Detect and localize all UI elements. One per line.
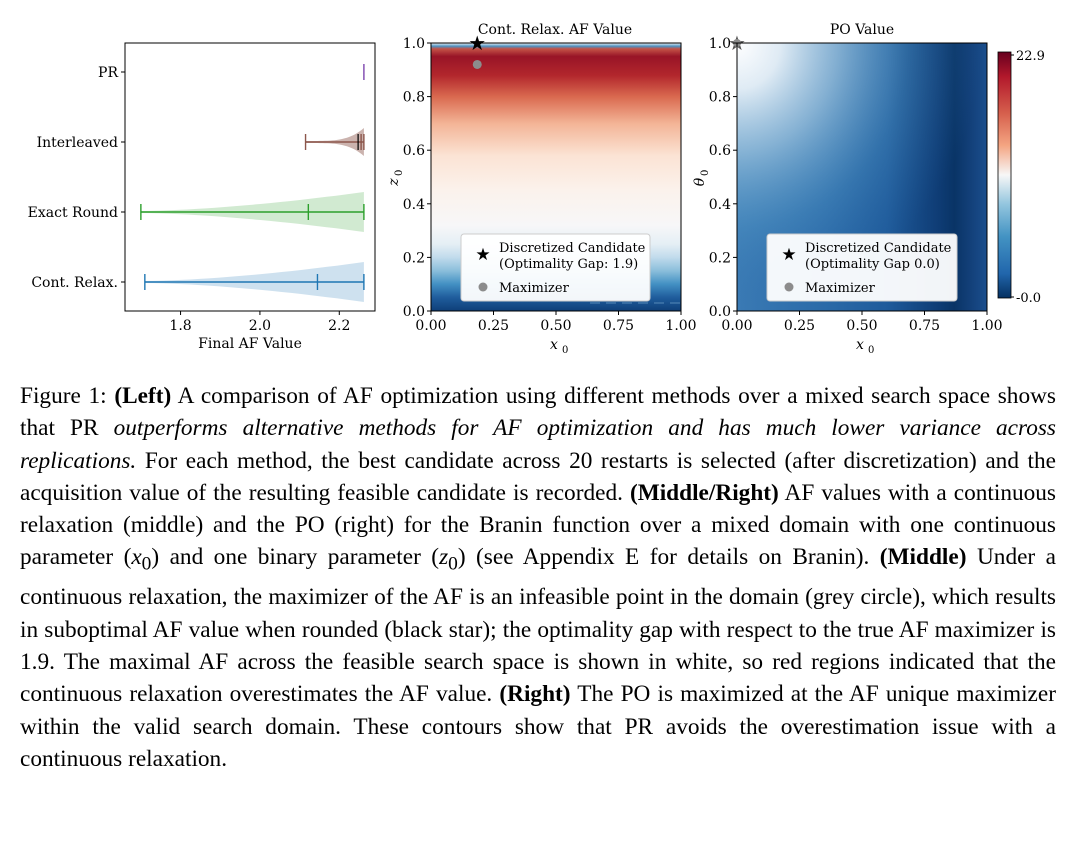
po-colorbar: 22.9 -0.0 <box>997 49 1045 306</box>
x-tick-label: 0.25 <box>478 318 509 334</box>
y-tick-label: 0.8 <box>403 90 425 106</box>
x-tick-label: 0.00 <box>721 318 752 334</box>
x-axis-label: Final AF Value <box>198 336 302 352</box>
x-axis-label: x <box>856 337 864 353</box>
colorbar-min-label: -0.0 <box>1016 291 1041 306</box>
caption-left-tag: (Left) <box>114 383 172 409</box>
legend-maximizer-label: Maximizer <box>805 281 876 296</box>
y-axis-label: z0 <box>386 170 405 187</box>
y-tick-label: 1.0 <box>403 36 425 52</box>
circle-icon <box>478 282 488 292</box>
y-tick-label: 1.0 <box>709 36 731 52</box>
legend-candidate-label: Discretized Candidate <box>805 241 952 256</box>
x-axis-label-sub: 0 <box>868 345 874 356</box>
cont-relax-heatmap: Cont. Relax. AF Value ★ 0.00 0.25 0.50 0.75… <box>386 22 697 356</box>
svg-text:θ: θ <box>692 177 708 186</box>
y-tick-label: 0.6 <box>403 143 425 159</box>
x-tick-label: 0.50 <box>540 318 571 334</box>
star-icon: ★ <box>475 245 490 265</box>
legend-box <box>766 233 958 302</box>
y-tick-label: 0.0 <box>403 304 425 320</box>
y-axis-label: θ0 <box>692 170 711 187</box>
caption-middle-right-tag: (Middle/Right) <box>629 479 779 506</box>
maximizer-point <box>472 59 482 69</box>
svg-text:0: 0 <box>394 170 405 176</box>
x-tick-label: 0.25 <box>784 318 815 334</box>
violin-chart: PR Interleaved Exact Round Cont. Relax. 1.8 2… <box>28 42 376 352</box>
po-title: PO Value <box>830 22 894 38</box>
star-icon: ★ <box>781 245 796 265</box>
po-heatmap: PO Value ★ 0.000.250.500.751.000.00.20.4… <box>692 22 1045 356</box>
legend-maximizer-label: Maximizer <box>499 281 570 296</box>
y-tick-label: Exact Round <box>28 205 118 221</box>
y-tick-label: 0.8 <box>709 90 731 106</box>
svg-text:0: 0 <box>700 170 711 176</box>
caption-right-tag: (Right) <box>499 681 571 708</box>
legend-box <box>460 233 651 302</box>
y-tick-label: 0.0 <box>709 304 731 320</box>
y-tick-label: PR <box>98 65 118 81</box>
x-tick-label: 0.75 <box>909 318 940 334</box>
colorbar-max-label: 22.9 <box>1016 49 1045 64</box>
circle-icon <box>784 282 794 292</box>
x-tick-label: 1.00 <box>665 318 696 334</box>
x-tick-label: 0.50 <box>846 318 877 334</box>
x-axis-label: x <box>550 337 558 353</box>
violin-axes-frame <box>124 42 376 312</box>
violin-cont-relax <box>144 262 365 302</box>
y-tick-label: Interleaved <box>37 135 118 151</box>
x-axis-label-sub: 0 <box>562 345 568 356</box>
x-tick-label: 1.8 <box>169 318 191 334</box>
x-tick-label: 2.0 <box>249 318 271 334</box>
x-tick-label: 1.00 <box>971 318 1002 334</box>
y-tick-label: 0.6 <box>709 143 731 159</box>
caption-middle-tag: (Middle) <box>879 544 967 571</box>
legend-candidate-gap: (Optimality Gap: 1.9) <box>499 257 638 272</box>
po-legend: ★ Discretized Candidate (Optimality Gap … <box>766 233 958 302</box>
y-tick-label: Cont. Relax. <box>31 275 118 291</box>
y-tick-label: 0.4 <box>403 197 425 213</box>
y-tick-label: 0.2 <box>709 250 731 266</box>
caption-emphasis: outperforms alternative methods for AF o… <box>20 415 1056 474</box>
legend-candidate-label: Discretized Candidate <box>499 241 646 256</box>
y-tick-label: 0.2 <box>403 250 425 266</box>
svg-text:z: z <box>386 178 402 187</box>
violin-interleaved <box>304 128 365 156</box>
x-tick-label: 2.2 <box>328 318 350 334</box>
legend-candidate-gap: (Optimality Gap 0.0) <box>805 257 940 272</box>
cont-relax-title: Cont. Relax. AF Value <box>478 22 632 38</box>
x-tick-label: 0.75 <box>603 318 634 334</box>
y-tick-label: 0.4 <box>709 197 731 213</box>
violin-exact-round <box>140 192 365 232</box>
figure-caption: Figure 1: (Left) A comparison of AF opti… <box>20 383 1056 772</box>
caption-label: Figure 1: <box>20 383 107 409</box>
x-tick-label: 0.00 <box>415 318 446 334</box>
cont-relax-legend: ★ Discretized Candidate (Optimality Gap:… <box>460 233 651 302</box>
colorbar-gradient <box>997 51 1012 299</box>
figure: PR Interleaved Exact Round Cont. Relax. 1.8 2… <box>28 22 1045 356</box>
